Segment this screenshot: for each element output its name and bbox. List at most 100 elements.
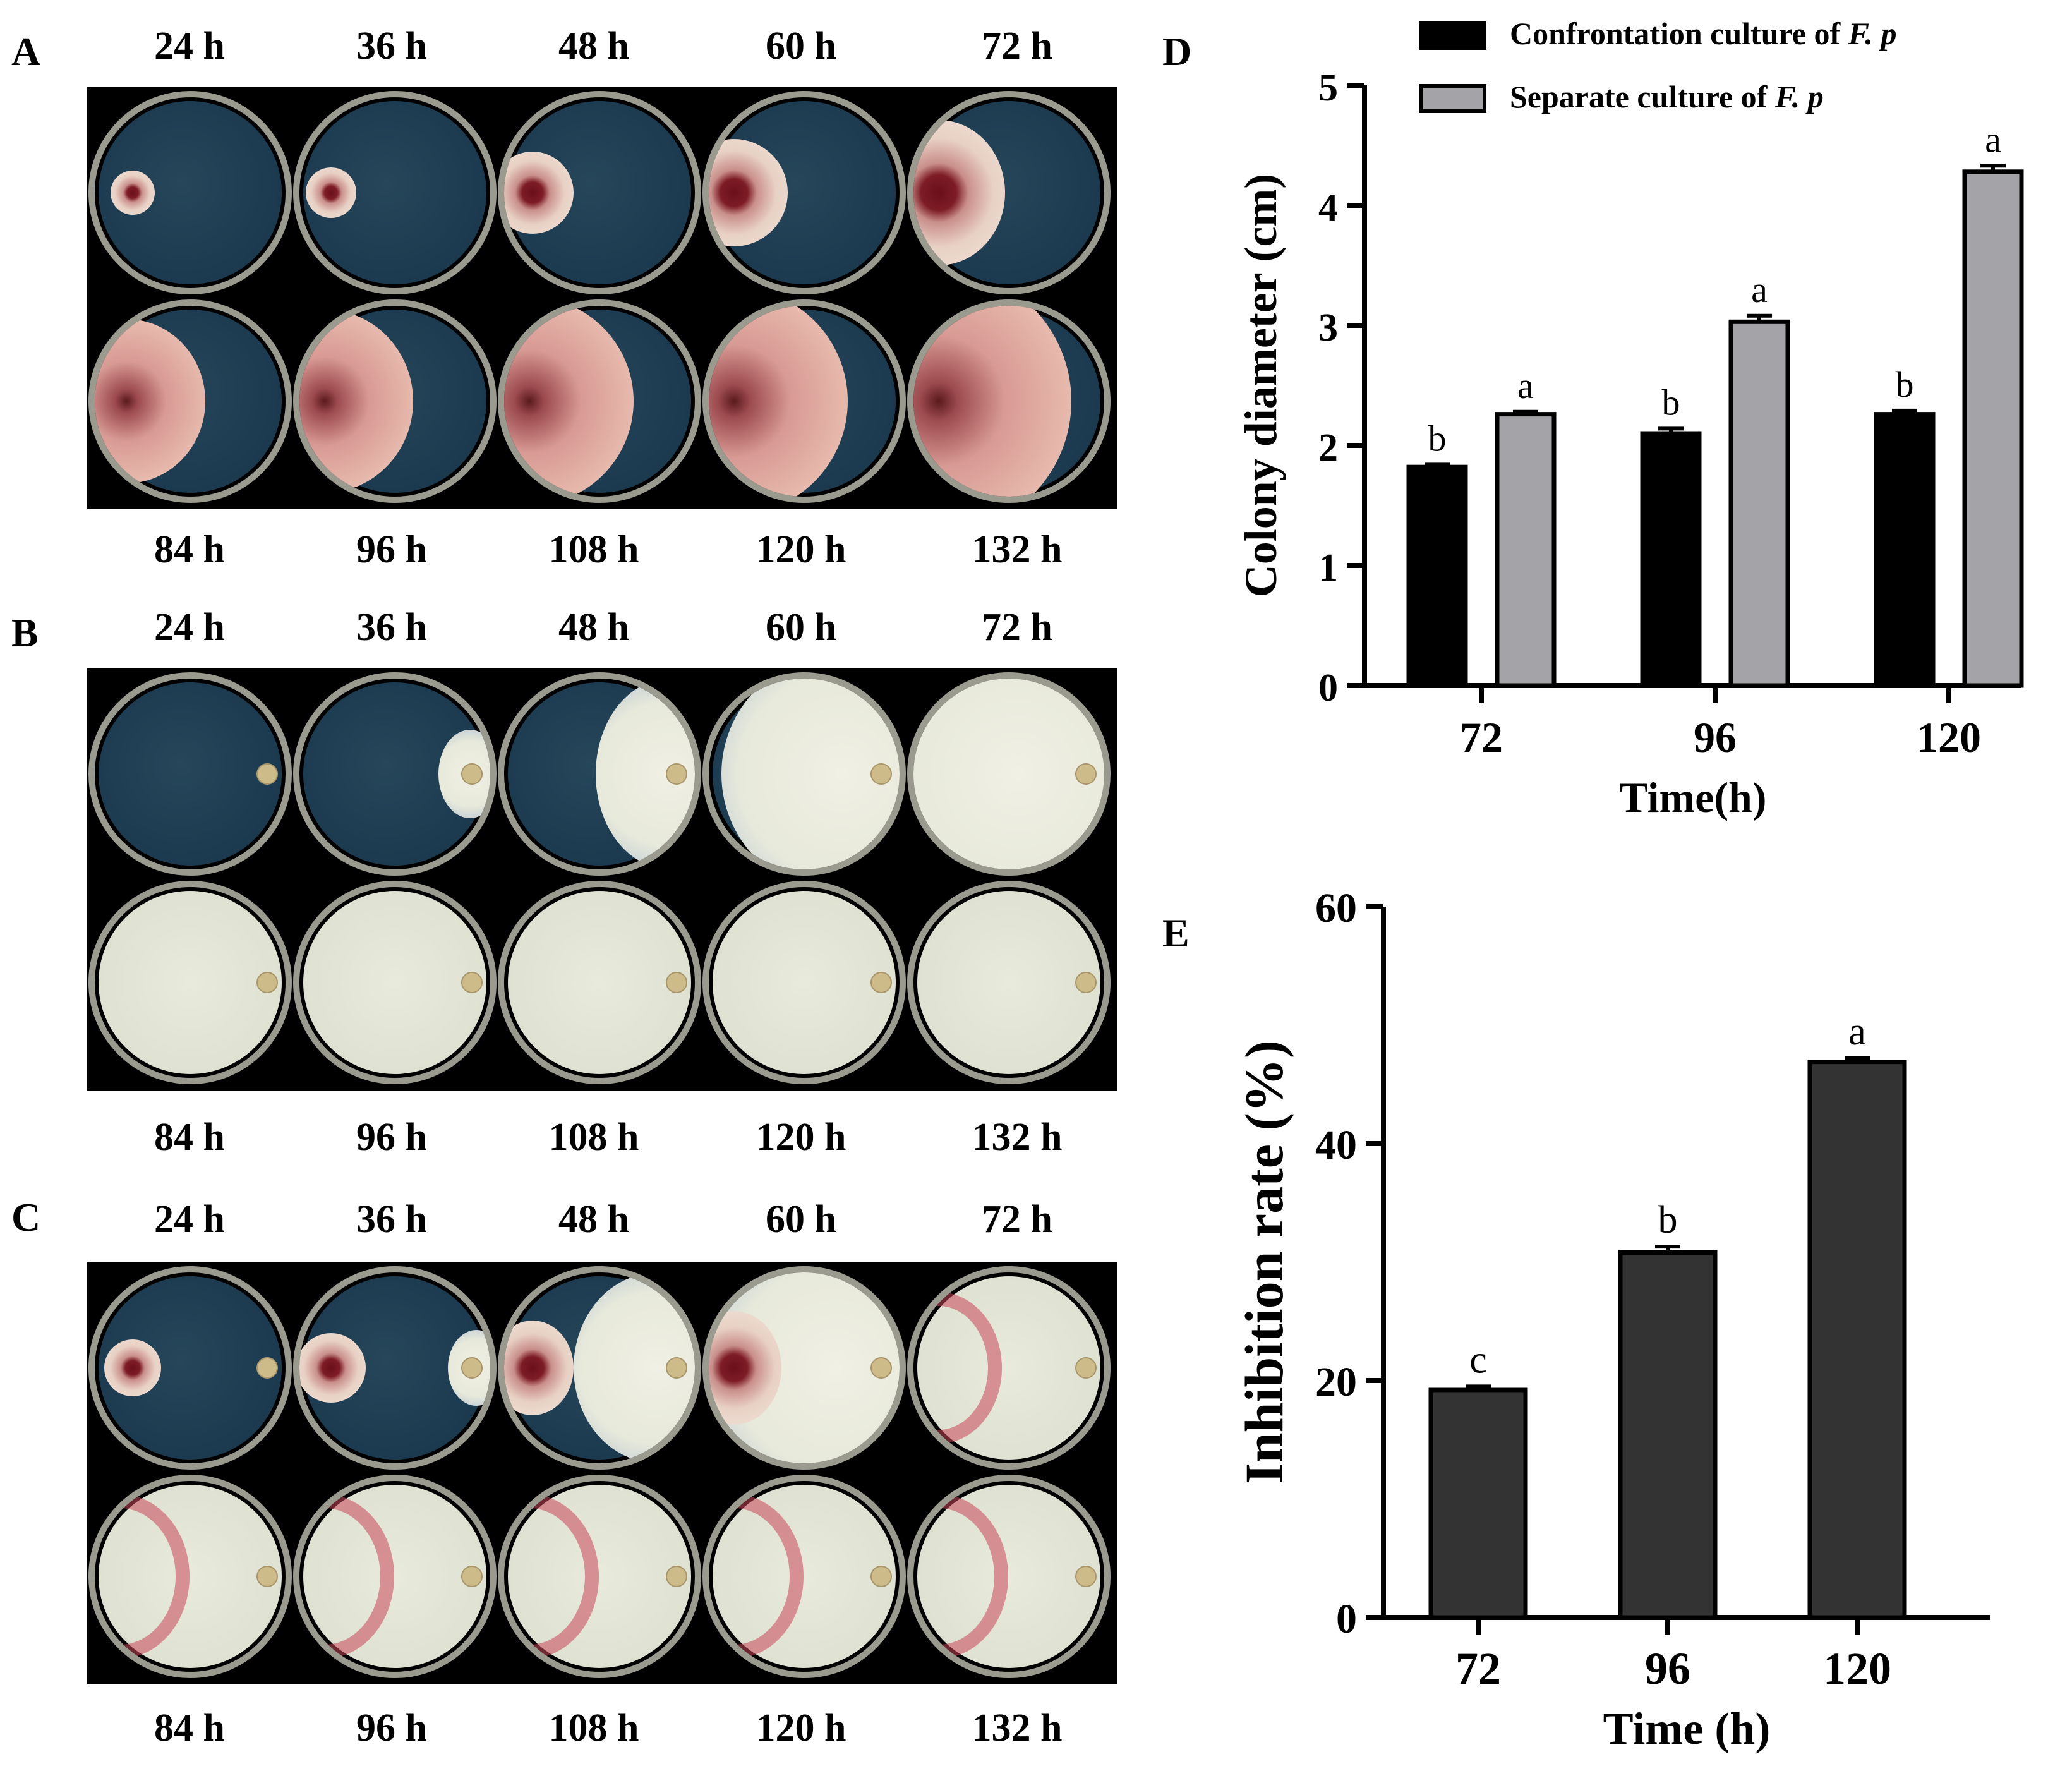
significance-letter: a xyxy=(1848,1010,1866,1053)
y-tick-label: 40 xyxy=(1315,1122,1357,1168)
petri-dish xyxy=(293,1266,497,1470)
legend-label: Separate culture of F. p xyxy=(1510,79,1824,114)
time-label: 132 h xyxy=(972,528,1063,571)
time-label: 120 h xyxy=(756,528,846,571)
time-label: 48 h xyxy=(558,606,629,649)
petri-dish xyxy=(498,1475,701,1678)
bar xyxy=(1406,464,1468,688)
time-label: 48 h xyxy=(558,1198,629,1241)
chart-colony-diameter: 0 1 2 3 4 5 72 b a 96 b a 120 b a Time(h) Colony diamete… xyxy=(1236,16,2024,821)
bar xyxy=(1728,319,1790,688)
petri-dish xyxy=(498,881,701,1084)
time-label: 120 h xyxy=(756,1116,846,1159)
significance-letter: a xyxy=(1985,119,2001,160)
time-label: 24 h xyxy=(154,25,225,68)
panel-a-petri-photo xyxy=(87,87,1117,509)
petri-dish xyxy=(293,672,497,876)
petri-dish xyxy=(907,672,1111,876)
petri-dish xyxy=(88,299,292,503)
time-label: 108 h xyxy=(548,528,639,571)
y-axis-title: Inhibition rate (%) xyxy=(1234,1040,1294,1484)
x-axis-title: Time(h) xyxy=(1620,773,1767,821)
significance-letter: a xyxy=(1751,269,1768,310)
panel-label-a: A xyxy=(11,29,41,74)
petri-dish xyxy=(702,881,906,1084)
time-label: 96 h xyxy=(356,1116,427,1159)
x-tick-label: 120 xyxy=(1917,713,1981,761)
time-label: 24 h xyxy=(154,606,225,649)
x-axis-title: Time (h) xyxy=(1603,1703,1771,1754)
petri-dish xyxy=(907,299,1111,503)
petri-dish xyxy=(907,1266,1111,1470)
time-label: 72 h xyxy=(982,1198,1052,1241)
bar xyxy=(1640,431,1702,688)
time-label: 132 h xyxy=(972,1707,1063,1750)
time-label: 120 h xyxy=(756,1707,846,1750)
petri-dish xyxy=(88,91,292,294)
petri-dish xyxy=(907,91,1111,294)
x-tick-label: 72 xyxy=(1455,1643,1501,1694)
petri-dish xyxy=(88,881,292,1084)
petri-dish xyxy=(907,1475,1111,1678)
petri-dish xyxy=(498,672,701,876)
time-label: 72 h xyxy=(982,25,1052,68)
significance-letter: b xyxy=(1662,382,1680,423)
legend-swatch xyxy=(1419,21,1486,50)
bar xyxy=(1807,1060,1907,1620)
y-tick-label: 0 xyxy=(1318,667,1338,710)
panel-c-petri-photo xyxy=(87,1262,1117,1684)
bar xyxy=(1428,1387,1528,1620)
petri-dish xyxy=(702,91,906,294)
significance-letter: a xyxy=(1517,365,1534,406)
petri-dish xyxy=(702,1475,906,1678)
significance-letter: b xyxy=(1896,364,1914,405)
significance-letter: b xyxy=(1428,418,1447,459)
petri-dish xyxy=(88,672,292,876)
time-label: 24 h xyxy=(154,1198,225,1241)
time-label: 84 h xyxy=(154,528,225,571)
y-tick-label: 20 xyxy=(1315,1359,1357,1405)
legend-label: Confrontation culture of F. p xyxy=(1510,16,1897,51)
time-label: 60 h xyxy=(766,25,836,68)
time-label: 108 h xyxy=(548,1116,639,1159)
x-tick-label: 96 xyxy=(1694,713,1737,761)
x-tick-label: 72 xyxy=(1460,713,1503,761)
significance-letter: b xyxy=(1658,1199,1678,1242)
legend-swatch xyxy=(1419,84,1486,113)
bar xyxy=(1618,1250,1718,1620)
y-tick-label: 5 xyxy=(1318,66,1338,109)
y-axis-title: Colony diameter (cm) xyxy=(1236,174,1286,598)
petri-dish xyxy=(498,1266,701,1470)
petri-dish xyxy=(293,91,497,294)
panel-label-e: E xyxy=(1162,910,1190,955)
panel-label-c: C xyxy=(11,1195,41,1240)
significance-letter: c xyxy=(1469,1338,1487,1381)
x-tick-label: 120 xyxy=(1823,1643,1891,1694)
petri-dish xyxy=(498,91,701,294)
time-label: 60 h xyxy=(766,606,836,649)
time-label: 36 h xyxy=(356,1198,427,1241)
time-label: 84 h xyxy=(154,1707,225,1750)
petri-dish xyxy=(907,881,1111,1084)
time-label: 36 h xyxy=(356,25,427,68)
bar xyxy=(1495,412,1557,688)
petri-dish xyxy=(293,881,497,1084)
petri-dish xyxy=(293,299,497,503)
time-label: 108 h xyxy=(548,1707,639,1750)
y-tick-label: 60 xyxy=(1315,885,1357,931)
time-label: 48 h xyxy=(558,25,629,68)
time-label: 60 h xyxy=(766,1198,836,1241)
time-label: 36 h xyxy=(356,606,427,649)
petri-dish xyxy=(88,1266,292,1470)
y-tick-label: 0 xyxy=(1336,1596,1357,1642)
time-label: 96 h xyxy=(356,528,427,571)
y-tick-label: 3 xyxy=(1318,306,1338,349)
petri-dish xyxy=(702,1266,906,1470)
bar xyxy=(1962,169,2024,688)
y-tick-label: 2 xyxy=(1318,426,1338,469)
petri-dish xyxy=(702,672,906,876)
bar xyxy=(1874,412,1936,688)
petri-dish xyxy=(88,1475,292,1678)
panel-label-d: D xyxy=(1162,29,1192,74)
time-label: 84 h xyxy=(154,1116,225,1159)
